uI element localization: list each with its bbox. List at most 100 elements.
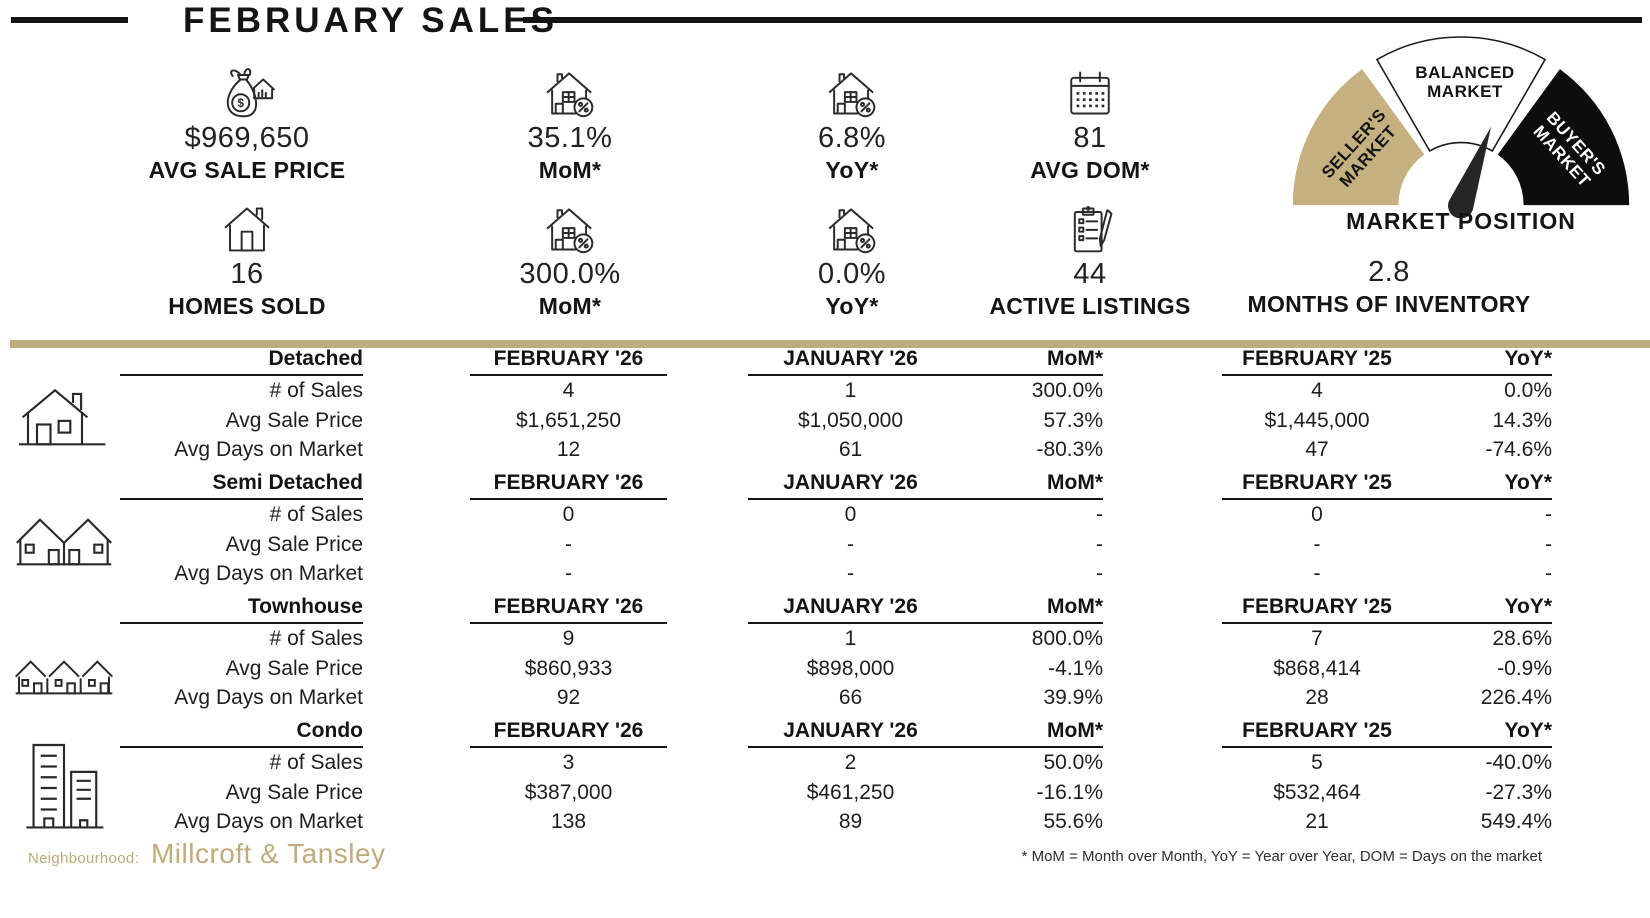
- calendar-icon: [1062, 64, 1118, 118]
- stat-label: AVG SALE PRICE: [148, 157, 346, 183]
- table-section-semi-detached: Semi Detached FEBRUARY '26 JANUARY '26 M…: [0, 470, 1650, 594]
- table-section-townhouse: Townhouse FEBRUARY '26 JANUARY '26 MoM* …: [0, 594, 1650, 718]
- cell-yoy: -: [1545, 532, 1552, 556]
- stat-avg-dom: 81 AVG DOM*: [940, 64, 1240, 184]
- row-label: Avg Sale Price: [225, 656, 363, 680]
- section-header-row: Condo FEBRUARY '26 JANUARY '26 MoM* FEBR…: [0, 718, 1650, 748]
- house-icon: [219, 200, 275, 254]
- column-header-jan26: JANUARY '26: [783, 471, 918, 494]
- table-row: Avg Days on Market - - - - -: [0, 559, 1650, 589]
- cell-jan26: 2: [844, 751, 857, 774]
- cell-yoy: 549.4%: [1480, 810, 1552, 833]
- stat-months-of-inventory: 2.8 MONTHS OF INVENTORY: [1239, 252, 1539, 318]
- row-label: Avg Days on Market: [174, 810, 363, 833]
- cell-yoy: -27.3%: [1485, 780, 1552, 804]
- detached-house-icon: [14, 386, 114, 454]
- cell-mom: 50.0%: [1043, 751, 1103, 774]
- cell-mom: 55.6%: [1043, 810, 1103, 833]
- cell-feb26: 92: [556, 686, 581, 709]
- column-header-group-mom: JANUARY '26 MoM*: [748, 594, 1103, 624]
- semi-detached-house-icon: [14, 514, 114, 570]
- stat-mom-price: 35.1% MoM*: [420, 64, 720, 184]
- cell-yoy: 28.6%: [1492, 627, 1552, 650]
- row-label: Avg Sale Price: [225, 408, 363, 432]
- cell-feb26: 0: [562, 503, 575, 526]
- cell-feb25: 28: [1305, 686, 1329, 709]
- table-row: # of Sales 9 1 800.0% 7 28.6%: [0, 624, 1650, 654]
- cell-feb25: 7: [1311, 627, 1323, 650]
- cell-mom: -: [1096, 503, 1103, 526]
- table-row: Avg Sale Price $387,000 $461,250 -16.1% …: [0, 778, 1650, 808]
- table-section-condo: Condo FEBRUARY '26 JANUARY '26 MoM* FEBR…: [0, 718, 1650, 842]
- column-header-group-yoy: FEBRUARY '25 YoY*: [1222, 594, 1552, 624]
- table-row: Avg Days on Market 138 89 55.6% 21 549.4…: [0, 807, 1650, 837]
- row-label: # of Sales: [269, 379, 363, 402]
- stat-label: AVG DOM*: [1030, 157, 1150, 183]
- column-header-mom: MoM*: [1047, 347, 1103, 370]
- column-header-feb26: FEBRUARY '26: [470, 470, 667, 500]
- row-label: # of Sales: [269, 627, 363, 650]
- cell-feb25: $1,445,000: [1264, 408, 1370, 432]
- cell-feb25: -: [1313, 562, 1321, 585]
- column-header-jan26: JANUARY '26: [783, 347, 918, 370]
- stat-yoy-sold: 0.0% YoY*: [702, 200, 1002, 320]
- market-position-title: MARKET POSITION: [1346, 208, 1576, 234]
- cell-mom: -4.1%: [1048, 656, 1103, 680]
- table-row: # of Sales 3 2 50.0% 5 -40.0%: [0, 748, 1650, 778]
- townhouse-icon: [14, 650, 114, 700]
- cell-yoy: -74.6%: [1485, 438, 1552, 461]
- section-title: Condo: [120, 718, 363, 748]
- table-row: # of Sales 0 0 - 0 -: [0, 500, 1650, 530]
- cell-jan26: -: [847, 532, 854, 556]
- column-header-feb26: FEBRUARY '26: [470, 346, 667, 376]
- cell-feb26: 9: [562, 627, 575, 650]
- balanced-market-label: BALANCED MARKET: [1415, 62, 1515, 101]
- cell-feb25: 21: [1305, 810, 1329, 833]
- cell-yoy: -0.9%: [1497, 656, 1552, 680]
- column-header-mom: MoM*: [1047, 595, 1103, 618]
- section-header-row: Semi Detached FEBRUARY '26 JANUARY '26 M…: [0, 470, 1650, 500]
- cell-feb25: 4: [1311, 379, 1323, 402]
- house-percent-icon: [824, 64, 880, 118]
- column-header-yoy: YoY*: [1504, 471, 1552, 494]
- cell-mom: -16.1%: [1036, 780, 1103, 804]
- column-header-group-mom: JANUARY '26 MoM*: [748, 346, 1103, 376]
- cell-jan26: 1: [844, 379, 857, 402]
- column-header-group-yoy: FEBRUARY '25 YoY*: [1222, 346, 1552, 376]
- stat-active-listings: 44 ACTIVE LISTINGS: [940, 200, 1240, 320]
- column-header-jan26: JANUARY '26: [783, 719, 918, 742]
- property-type-table: Detached FEBRUARY '26 JANUARY '26 MoM* F…: [0, 346, 1650, 842]
- cell-yoy: 14.3%: [1492, 408, 1552, 432]
- stat-label: MoM*: [538, 293, 602, 319]
- stat-value: 44: [1073, 258, 1107, 290]
- stat-value: 81: [1073, 122, 1107, 154]
- cell-feb26: 4: [562, 379, 575, 402]
- neighbourhood-label: Neighbourhood:: [28, 850, 139, 867]
- column-header-group-yoy: FEBRUARY '25 YoY*: [1222, 718, 1552, 748]
- table-row: Avg Sale Price $1,651,250 $1,050,000 57.…: [0, 406, 1650, 436]
- cell-mom: 300.0%: [1031, 379, 1103, 402]
- cell-feb25: $868,414: [1273, 656, 1361, 680]
- cell-feb25: 5: [1311, 751, 1323, 774]
- column-header-yoy: YoY*: [1504, 719, 1552, 742]
- column-header-feb25: FEBRUARY '25: [1242, 595, 1392, 618]
- column-header-feb26: FEBRUARY '26: [470, 718, 667, 748]
- column-header-yoy: YoY*: [1504, 347, 1552, 370]
- cell-mom: 39.9%: [1043, 686, 1103, 709]
- footnote: * MoM = Month over Month, YoY = Year ove…: [1021, 848, 1542, 865]
- section-title: Townhouse: [120, 594, 363, 624]
- cell-feb26: 138: [550, 810, 587, 833]
- condo-buildings-icon: [14, 738, 114, 838]
- page-title: FEBRUARY SALES: [183, 1, 558, 40]
- table-row: Avg Days on Market 12 61 -80.3% 47 -74.6…: [0, 435, 1650, 465]
- cell-feb26: -: [565, 562, 572, 585]
- market-position-gauge: SELLER'S MARKET BALANCED MARKET BUYER'S …: [1285, 26, 1637, 218]
- header-rule-right: [523, 17, 1642, 23]
- stat-value: 300.0%: [519, 258, 621, 290]
- sellers-market-segment: [1292, 69, 1425, 206]
- stat-label: MoM*: [538, 157, 602, 183]
- stat-yoy-price: 6.8% YoY*: [702, 64, 1002, 184]
- row-label: Avg Days on Market: [174, 438, 363, 461]
- column-header-group-mom: JANUARY '26 MoM*: [748, 718, 1103, 748]
- gold-divider: [10, 340, 1650, 348]
